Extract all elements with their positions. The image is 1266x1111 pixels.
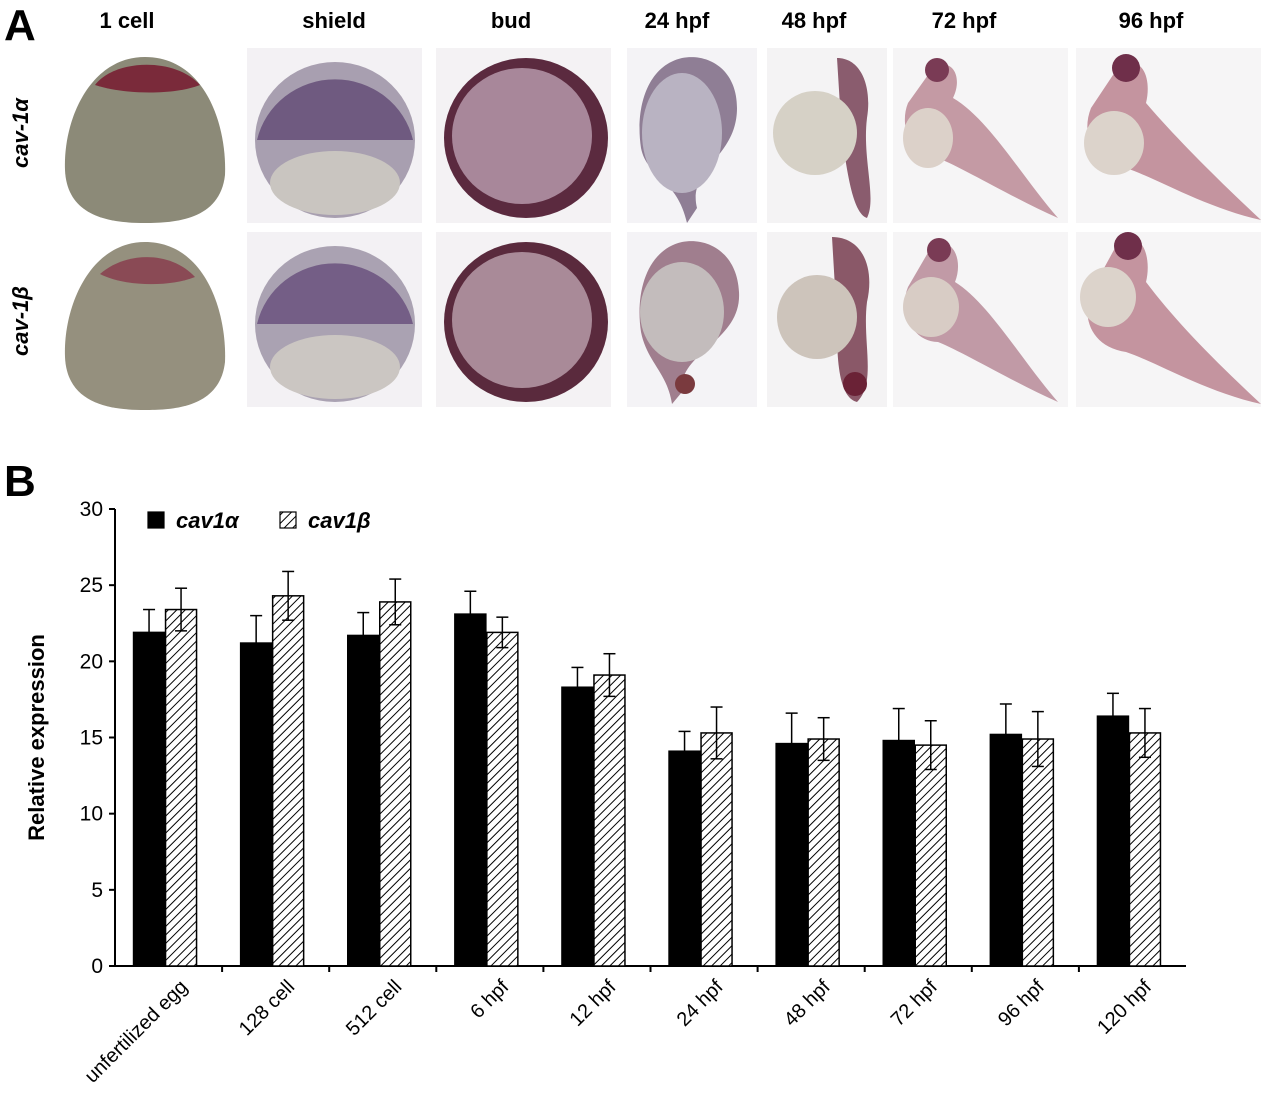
embryo-image-cav1a-shield — [247, 48, 422, 223]
bar-cav1a — [454, 613, 487, 967]
stage-label-48hpf: 48 hpf — [781, 8, 847, 33]
embryo-image-cav1a-1cell — [55, 45, 235, 225]
y-tick-label: 20 — [80, 650, 103, 673]
legend-swatch-cav1a — [147, 511, 165, 529]
x-tick-label: unfertilized egg — [81, 976, 192, 1087]
bar-cav1a — [347, 634, 380, 967]
embryo-image-cav1a-96hpf — [1076, 48, 1261, 223]
stage-label-72hpf: 72 hpf — [931, 8, 997, 33]
bar-cav1a — [668, 750, 701, 967]
legend-swatch-cav1b — [279, 511, 297, 529]
bar-cav1b — [700, 732, 733, 967]
x-tick-label: 96 hpf — [994, 976, 1049, 1031]
bar-cav1b — [593, 674, 626, 967]
embryo-image-cav1b-bud — [436, 232, 611, 407]
x-tick-label: 24 hpf — [673, 976, 728, 1031]
y-tick-label: 5 — [91, 879, 103, 902]
bar-chart: 0 5 10 15 20 25 30 Relative expression unfertili… — [24, 498, 1186, 1087]
embryo-image-cav1b-96hpf — [1076, 232, 1261, 407]
bar-cav1b — [1128, 732, 1162, 967]
bar-cav1b — [271, 595, 305, 967]
embryo-image-cav1a-bud — [436, 48, 611, 223]
y-tick-label: 0 — [91, 955, 103, 978]
embryo-image-cav1b-1cell — [55, 232, 235, 412]
gene-label-cav1b: cav-1β — [7, 286, 33, 356]
bar-cav1b — [807, 738, 840, 967]
x-tick-label: 72 hpf — [887, 976, 942, 1031]
bar-cav1a — [239, 642, 273, 967]
bar-cav1a — [561, 686, 594, 967]
bar-cav1b — [164, 608, 198, 967]
x-tick-label: 6 hpf — [466, 976, 513, 1023]
bar-cav1b — [914, 744, 947, 967]
x-tick-label: 120 hpf — [1093, 976, 1156, 1039]
embryo-image-cav1a-24hpf — [627, 48, 757, 223]
bar-cav1a — [882, 739, 915, 967]
x-tick-label: 128 cell — [235, 976, 299, 1040]
bar-cav1a — [989, 733, 1023, 967]
embryo-image-cav1b-shield — [247, 232, 422, 407]
stage-label-shield: shield — [302, 8, 366, 33]
embryo-image-cav1a-48hpf — [767, 48, 887, 223]
panel-b-letter: B — [4, 457, 36, 506]
x-tick-label: 12 hpf — [566, 976, 621, 1031]
bar-cav1a — [775, 742, 808, 967]
x-tick-label: 512 cell — [342, 976, 406, 1040]
bar-cav1a — [1096, 715, 1130, 967]
embryo-image-cav1b-72hpf — [893, 232, 1068, 407]
embryo-image-cav1b-48hpf — [767, 232, 887, 407]
bar-cav1b — [379, 601, 412, 967]
stage-label-96hpf: 96 hpf — [1118, 8, 1184, 33]
y-tick-label: 30 — [80, 498, 103, 521]
y-tick-label: 25 — [80, 574, 103, 597]
embryo-image-cav1a-72hpf — [893, 48, 1068, 223]
stage-label-bud: bud — [490, 8, 532, 33]
legend-label-cav1a: cav1α — [176, 508, 240, 533]
panel-a-letter: A — [4, 1, 36, 50]
y-tick-label: 15 — [80, 727, 103, 750]
y-axis-label: Relative expression — [24, 634, 49, 841]
gene-label-cav1a: cav-1α — [7, 98, 33, 168]
stage-label-1cell: 1 cell — [99, 8, 155, 33]
legend-label-cav1b: cav1β — [308, 508, 371, 533]
y-tick-label: 10 — [80, 803, 103, 826]
embryo-image-cav1b-24hpf — [627, 232, 757, 407]
bar-cav1b — [486, 631, 519, 967]
x-tick-label: 48 hpf — [780, 976, 835, 1031]
stage-label-24hpf: 24 hpf — [644, 8, 710, 33]
bar-cav1b — [1021, 738, 1055, 967]
bar-cav1a — [132, 631, 166, 967]
